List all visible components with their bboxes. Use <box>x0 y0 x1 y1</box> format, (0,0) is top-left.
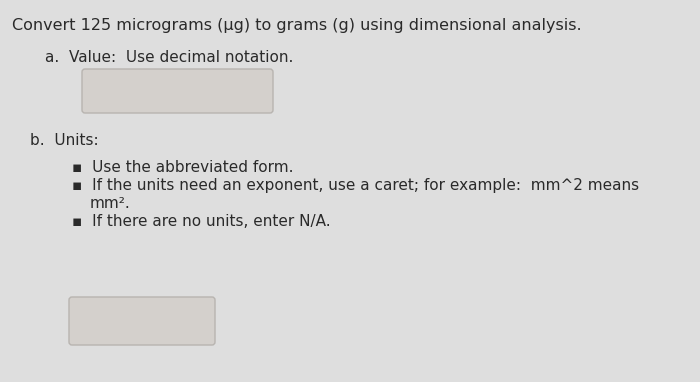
Text: mm².: mm². <box>90 196 131 211</box>
Text: ▪  If there are no units, enter N/A.: ▪ If there are no units, enter N/A. <box>72 214 330 229</box>
Text: Convert 125 micrograms (μg) to grams (g) using dimensional analysis.: Convert 125 micrograms (μg) to grams (g)… <box>12 18 582 33</box>
FancyBboxPatch shape <box>69 297 215 345</box>
Text: ▪  Use the abbreviated form.: ▪ Use the abbreviated form. <box>72 160 293 175</box>
Text: a.  Value:  Use decimal notation.: a. Value: Use decimal notation. <box>45 50 293 65</box>
Text: b.  Units:: b. Units: <box>30 133 99 148</box>
Text: ▪  If the units need an exponent, use a caret; for example:  mm^2 means: ▪ If the units need an exponent, use a c… <box>72 178 639 193</box>
FancyBboxPatch shape <box>82 69 273 113</box>
